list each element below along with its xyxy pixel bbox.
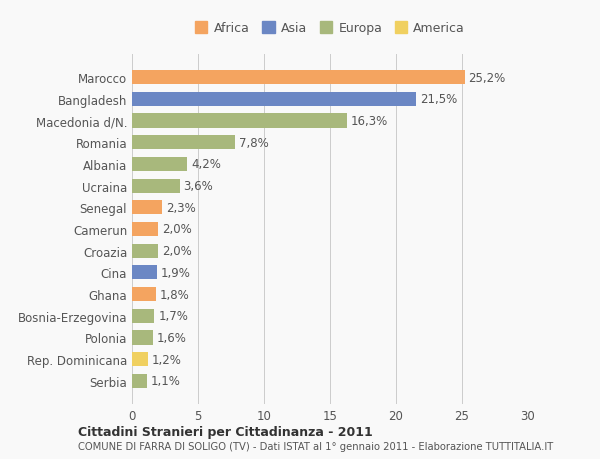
Bar xyxy=(132,244,158,258)
Text: Cittadini Stranieri per Cittadinanza - 2011: Cittadini Stranieri per Cittadinanza - 2… xyxy=(78,425,373,438)
Text: 2,0%: 2,0% xyxy=(163,245,192,257)
Bar xyxy=(132,223,158,236)
Text: 1,6%: 1,6% xyxy=(157,331,187,344)
Bar xyxy=(132,157,187,172)
Text: 7,8%: 7,8% xyxy=(239,136,269,149)
Bar xyxy=(132,136,235,150)
Text: COMUNE DI FARRA DI SOLIGO (TV) - Dati ISTAT al 1° gennaio 2011 - Elaborazione TU: COMUNE DI FARRA DI SOLIGO (TV) - Dati IS… xyxy=(78,441,553,451)
Text: 4,2%: 4,2% xyxy=(191,158,221,171)
Bar xyxy=(132,266,157,280)
Bar xyxy=(132,309,154,323)
Text: 1,2%: 1,2% xyxy=(152,353,182,366)
Text: 1,8%: 1,8% xyxy=(160,288,190,301)
Text: 1,7%: 1,7% xyxy=(158,310,188,323)
Text: 1,9%: 1,9% xyxy=(161,266,191,279)
Legend: Africa, Asia, Europa, America: Africa, Asia, Europa, America xyxy=(188,16,472,41)
Text: 1,1%: 1,1% xyxy=(151,375,181,387)
Bar xyxy=(132,93,416,106)
Bar xyxy=(132,179,179,193)
Bar xyxy=(132,353,148,366)
Text: 2,3%: 2,3% xyxy=(166,202,196,214)
Bar xyxy=(132,330,153,345)
Bar xyxy=(132,71,464,85)
Text: 3,6%: 3,6% xyxy=(184,180,213,193)
Text: 16,3%: 16,3% xyxy=(351,115,388,128)
Bar xyxy=(132,201,163,215)
Text: 2,0%: 2,0% xyxy=(163,223,192,236)
Bar xyxy=(132,287,156,302)
Text: 25,2%: 25,2% xyxy=(469,72,506,84)
Bar xyxy=(132,374,146,388)
Bar xyxy=(132,114,347,129)
Text: 21,5%: 21,5% xyxy=(420,93,457,106)
